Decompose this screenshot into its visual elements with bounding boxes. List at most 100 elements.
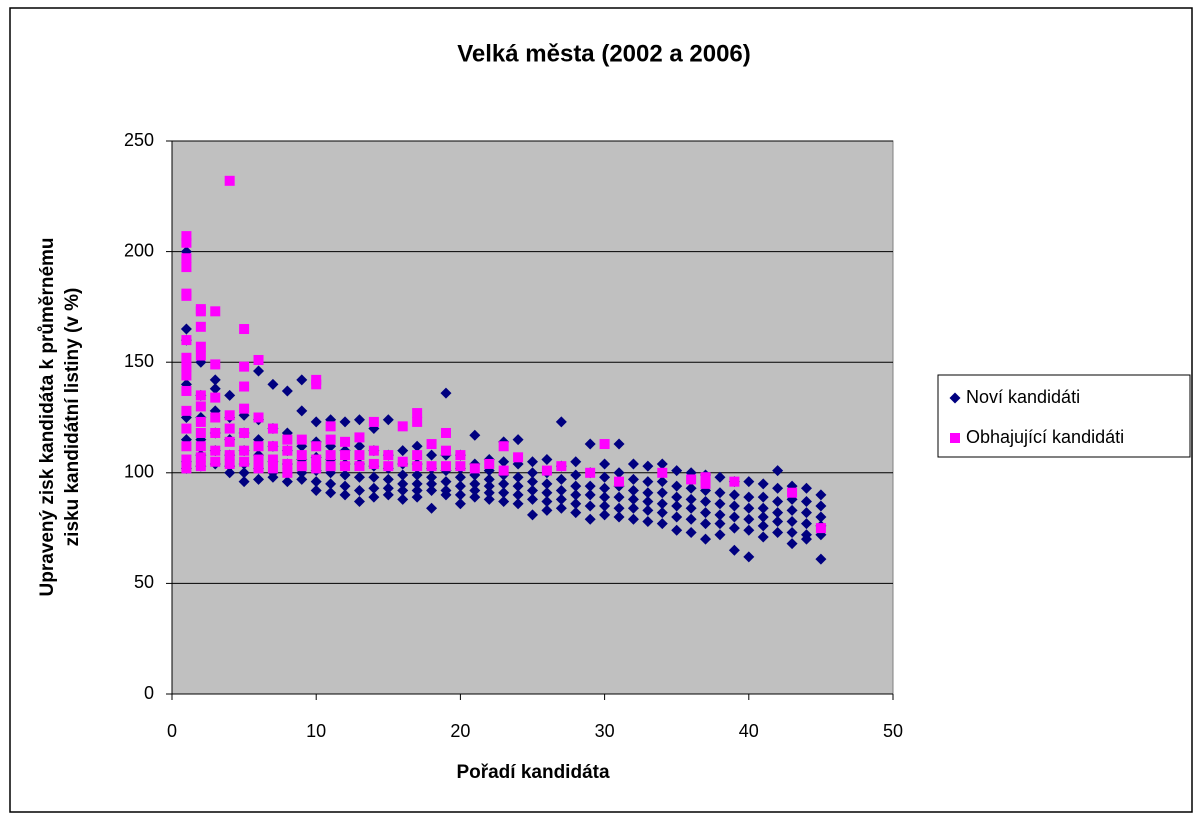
point [296, 461, 307, 472]
point [368, 445, 379, 456]
point [599, 509, 611, 521]
point [815, 553, 827, 565]
point [772, 527, 784, 539]
point [209, 374, 221, 386]
point [353, 484, 365, 496]
point [239, 456, 250, 467]
point [238, 467, 250, 479]
point [815, 489, 827, 501]
point [599, 439, 610, 450]
point [541, 454, 553, 466]
point [671, 500, 683, 512]
point [267, 441, 278, 452]
point [685, 527, 697, 539]
point [368, 471, 380, 483]
point [383, 450, 394, 461]
point [253, 365, 265, 377]
point [772, 515, 784, 527]
point [671, 511, 683, 523]
point [426, 502, 438, 514]
x-tick-label: 50 [883, 721, 903, 741]
point [382, 489, 394, 501]
chart-title: Velká města (2002 a 2006) [457, 40, 751, 67]
point [498, 465, 509, 476]
point [397, 445, 409, 457]
legend-items: Noví kandidáti Obhajující kandidáti [949, 387, 1124, 447]
point [527, 493, 538, 505]
point [570, 469, 582, 481]
point [412, 408, 423, 419]
point [311, 454, 322, 465]
point [627, 493, 639, 505]
point [743, 551, 755, 563]
point [656, 518, 668, 530]
point [239, 324, 250, 335]
point [584, 513, 596, 525]
point [180, 323, 192, 335]
point [772, 496, 784, 508]
point [181, 441, 192, 452]
point [440, 461, 451, 472]
point [743, 524, 755, 536]
point [397, 478, 409, 490]
point [224, 410, 235, 421]
point [714, 509, 726, 521]
point [613, 438, 625, 450]
point [642, 515, 654, 527]
point [743, 502, 755, 514]
point [253, 454, 264, 465]
point [627, 502, 639, 514]
point [411, 440, 423, 452]
point [253, 473, 265, 485]
point [310, 416, 322, 428]
point [353, 496, 365, 508]
point [440, 489, 452, 501]
point [440, 427, 451, 438]
point [527, 484, 538, 496]
point [296, 434, 307, 445]
point [440, 387, 452, 399]
point [700, 496, 712, 508]
point [743, 491, 755, 503]
point [570, 489, 582, 501]
point [224, 423, 235, 434]
point [195, 306, 206, 317]
x-tick-label: 40 [739, 721, 759, 741]
point [800, 482, 812, 494]
point [195, 452, 206, 463]
x-axis-label: Pořadí kandidáta [456, 762, 610, 783]
point [657, 467, 668, 478]
point [310, 476, 322, 488]
point [700, 518, 712, 530]
point [382, 414, 394, 426]
point [555, 416, 567, 428]
point [310, 484, 322, 496]
point [181, 352, 192, 363]
point [340, 450, 351, 461]
point [267, 463, 278, 474]
point [714, 471, 726, 483]
point [513, 452, 524, 463]
y-tick-label: 50 [134, 572, 154, 592]
point [282, 467, 293, 478]
point [210, 427, 221, 438]
point [613, 491, 625, 503]
point [296, 473, 308, 485]
point [570, 480, 582, 492]
point [541, 504, 553, 516]
point [426, 471, 438, 483]
point [224, 436, 235, 447]
point [181, 361, 192, 372]
point [613, 511, 625, 523]
point [267, 471, 279, 483]
legend-marker [949, 392, 961, 404]
point [787, 487, 798, 498]
point [772, 465, 784, 477]
point [340, 436, 351, 447]
point [210, 456, 221, 467]
point [671, 480, 683, 492]
point [412, 461, 423, 472]
point [195, 427, 206, 438]
point [253, 441, 264, 452]
